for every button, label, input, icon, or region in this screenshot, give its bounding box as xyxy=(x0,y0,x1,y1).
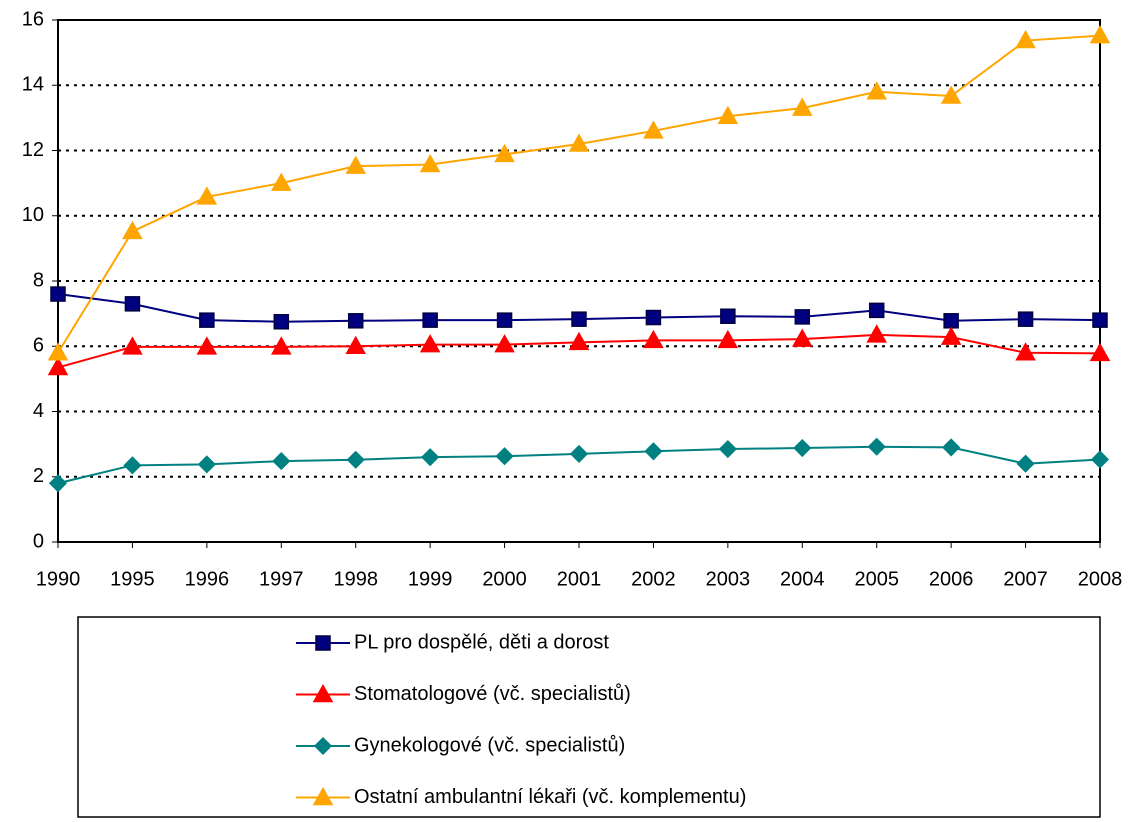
legend-box xyxy=(77,616,1101,818)
point xyxy=(868,302,885,319)
point xyxy=(1090,450,1110,469)
point xyxy=(197,455,216,474)
point xyxy=(792,328,813,347)
point xyxy=(124,296,141,312)
point xyxy=(643,329,664,349)
y-tick-label: 2 xyxy=(33,465,44,487)
legend-marker xyxy=(312,786,334,806)
y-tick-label: 10 xyxy=(22,204,44,226)
point xyxy=(494,143,515,163)
point xyxy=(199,312,215,328)
point xyxy=(569,444,589,463)
point xyxy=(720,308,736,324)
point xyxy=(717,329,739,349)
point xyxy=(419,153,441,173)
point xyxy=(47,356,69,376)
point xyxy=(123,456,142,475)
point xyxy=(273,314,290,330)
x-tick-label: 1996 xyxy=(185,568,230,590)
y-tick-label: 16 xyxy=(22,8,44,30)
point xyxy=(867,437,886,456)
x-tick-label: 1999 xyxy=(408,568,453,590)
point xyxy=(196,336,218,355)
point xyxy=(717,105,739,124)
point xyxy=(347,313,364,329)
point xyxy=(866,81,887,100)
point xyxy=(794,309,811,325)
point xyxy=(1089,25,1111,44)
point xyxy=(421,448,440,467)
point xyxy=(1015,30,1036,49)
y-tick-label: 12 xyxy=(22,139,44,161)
x-tick-label: 1990 xyxy=(36,568,81,590)
point xyxy=(419,334,441,353)
x-tick-label: 2004 xyxy=(780,568,825,590)
point xyxy=(866,324,887,343)
y-tick-label: 8 xyxy=(33,269,44,291)
point xyxy=(496,312,513,328)
x-tick-label: 2005 xyxy=(854,568,899,590)
point xyxy=(793,438,812,458)
point xyxy=(196,186,218,205)
legend-marker xyxy=(312,683,334,703)
series-line xyxy=(57,34,1101,354)
point xyxy=(1089,342,1111,362)
point xyxy=(644,442,663,461)
point xyxy=(643,120,664,139)
legend-label: Ostatní ambulantní lékaři (vč. komplemen… xyxy=(354,786,746,808)
point xyxy=(571,311,587,327)
point xyxy=(495,447,514,466)
legend-label: Stomatologové (vč. specialistů) xyxy=(354,683,631,705)
legend-label: Gynekologové (vč. specialistů) xyxy=(354,734,625,756)
x-tick-label: 2006 xyxy=(929,568,974,590)
x-tick-label: 2000 xyxy=(482,568,527,590)
point xyxy=(122,220,143,240)
x-tick-label: 2003 xyxy=(706,568,751,590)
y-tick-label: 6 xyxy=(33,335,44,357)
legend-marker xyxy=(313,736,333,756)
point xyxy=(943,313,959,329)
legend-marker xyxy=(315,635,331,651)
point xyxy=(1017,311,1034,327)
point xyxy=(1016,454,1035,473)
y-tick-label: 14 xyxy=(22,74,44,96)
point xyxy=(568,331,590,351)
x-tick-label: 2008 xyxy=(1078,568,1123,590)
point xyxy=(1092,312,1108,328)
point xyxy=(346,450,365,469)
point xyxy=(718,439,737,459)
x-tick-label: 1997 xyxy=(259,568,304,590)
point xyxy=(942,438,961,457)
point xyxy=(940,326,962,345)
point xyxy=(271,172,292,191)
y-tick-label: 0 xyxy=(33,530,44,552)
legend-label: PL pro dospělé, děti a dorost xyxy=(354,631,609,653)
point xyxy=(1015,342,1036,361)
point xyxy=(122,336,143,355)
point xyxy=(345,335,366,354)
point xyxy=(568,133,590,152)
point xyxy=(272,452,291,471)
point xyxy=(345,155,366,174)
x-tick-label: 1995 xyxy=(110,568,155,590)
point xyxy=(271,336,292,355)
point xyxy=(940,85,962,104)
point xyxy=(792,97,813,116)
y-tick-label: 4 xyxy=(33,400,44,422)
x-tick-label: 1998 xyxy=(333,568,378,590)
x-tick-label: 2007 xyxy=(1003,568,1048,590)
x-tick-label: 2002 xyxy=(631,568,676,590)
point xyxy=(645,309,662,326)
point xyxy=(47,342,69,361)
point xyxy=(422,312,438,328)
point xyxy=(494,334,515,353)
point xyxy=(50,286,66,302)
point xyxy=(48,474,68,493)
x-tick-label: 2001 xyxy=(557,568,602,590)
